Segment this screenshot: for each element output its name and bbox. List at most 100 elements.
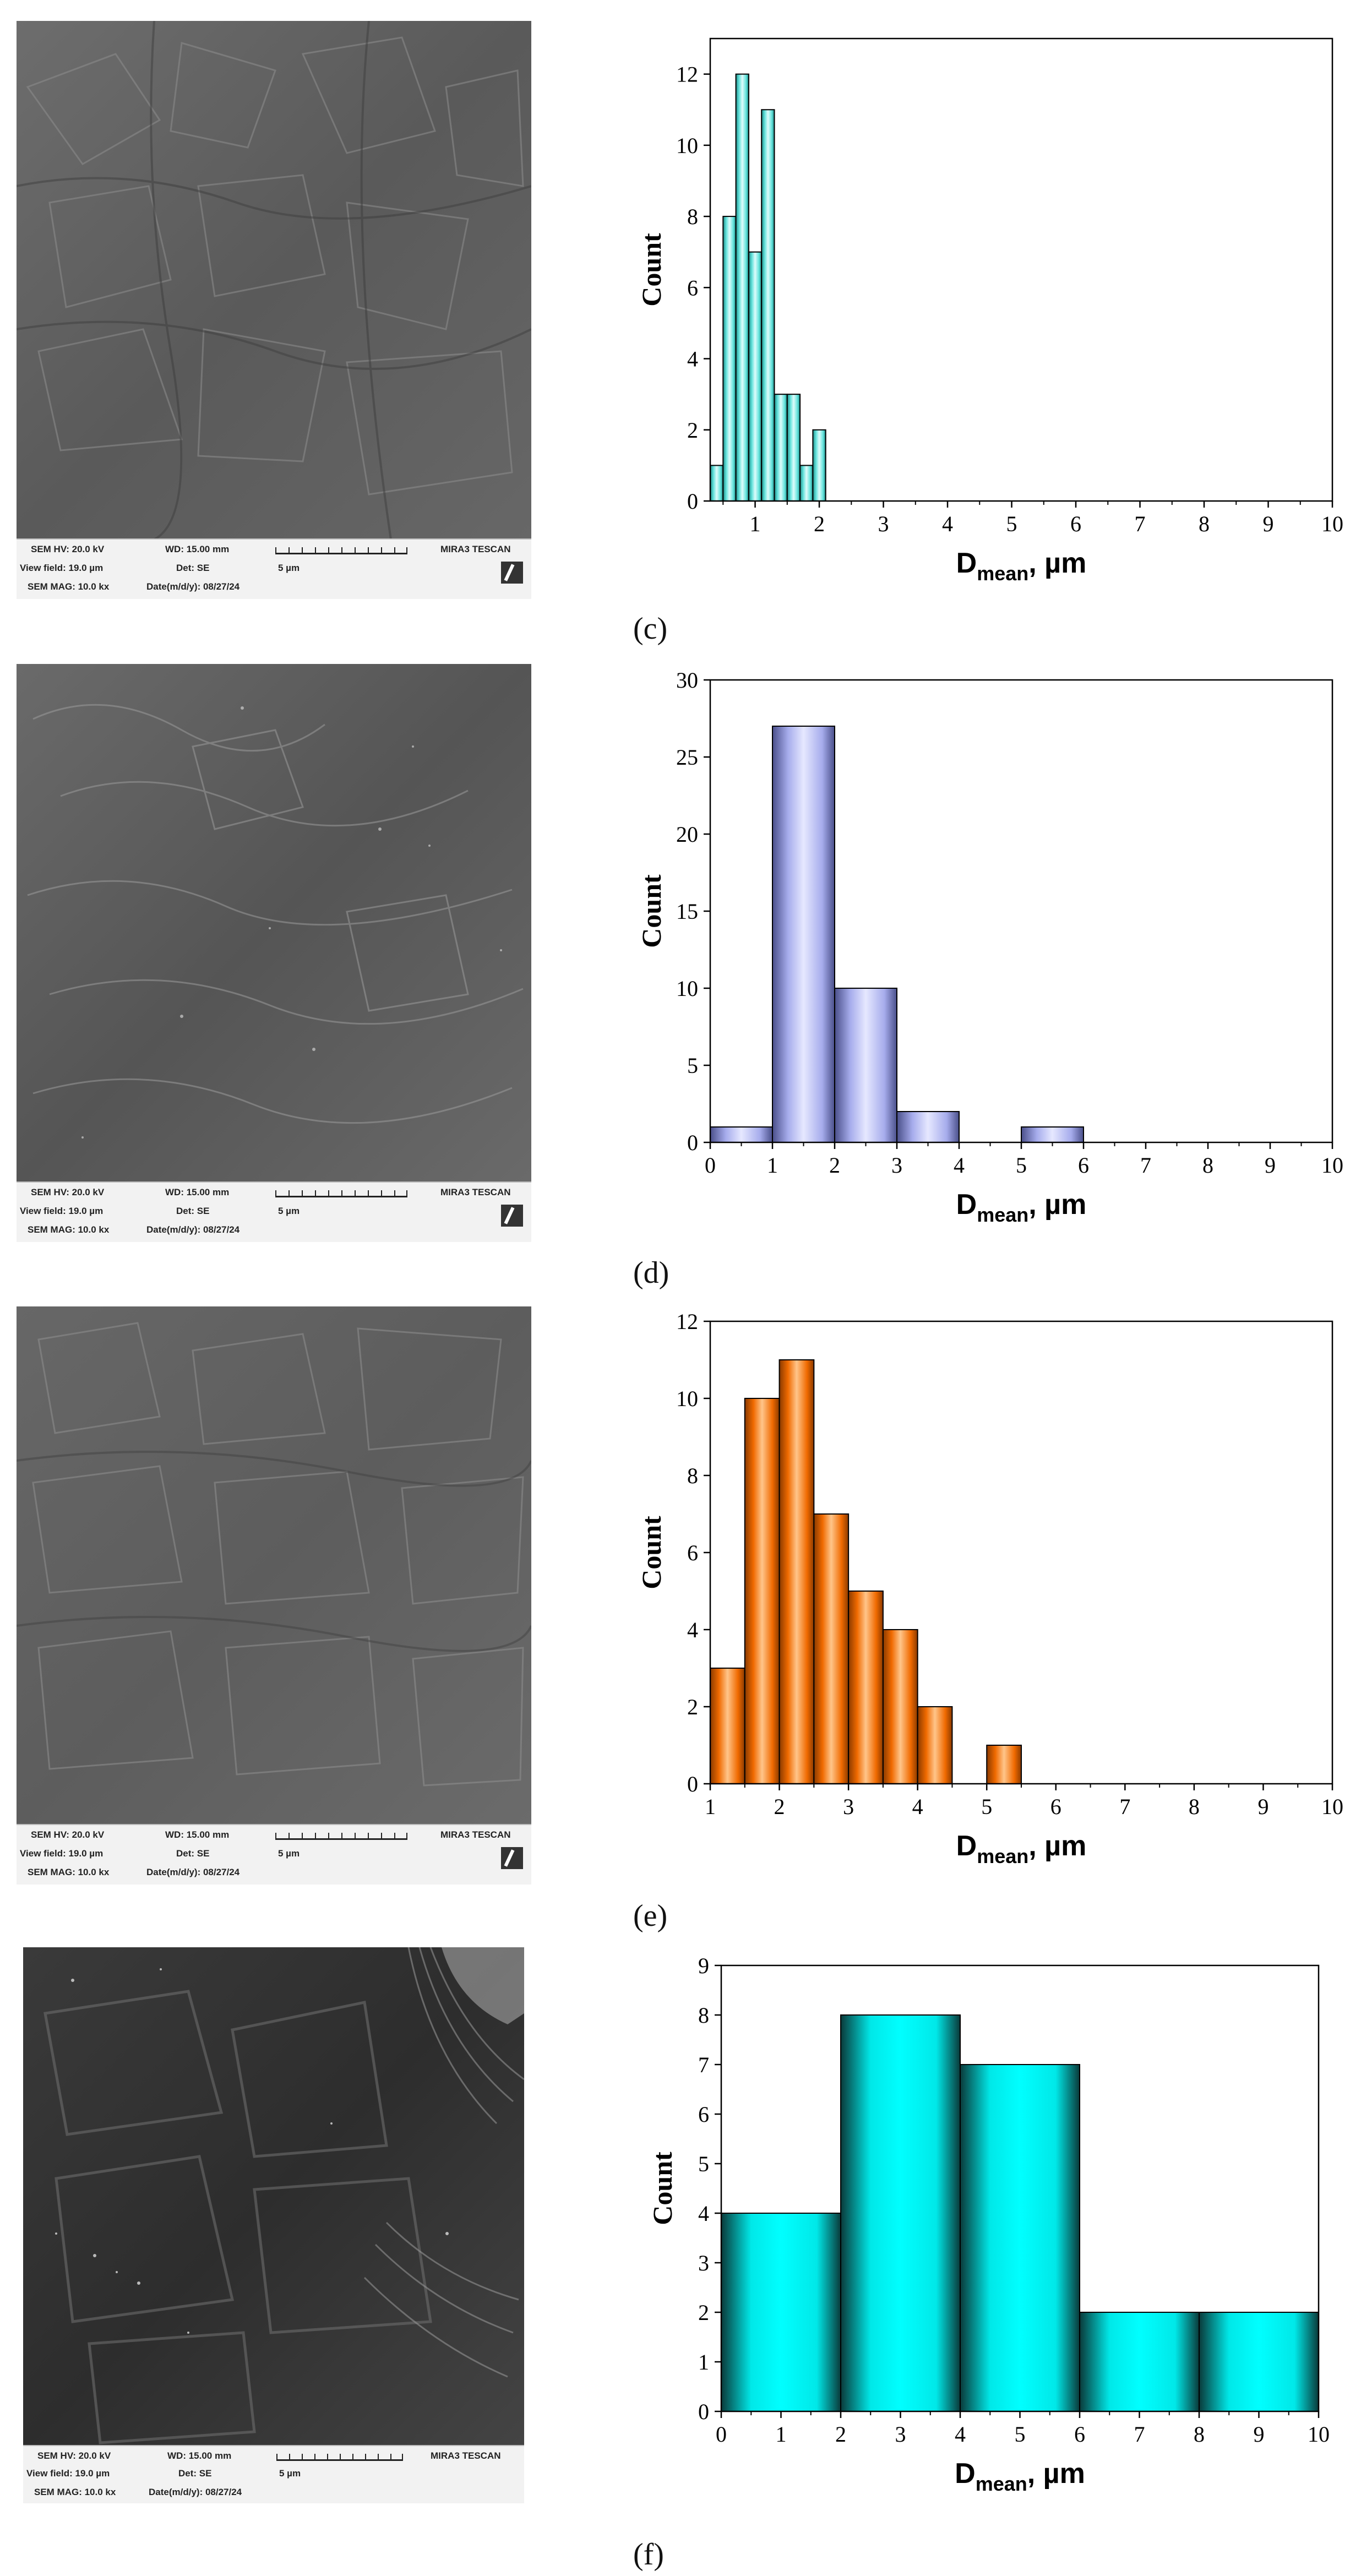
scale-bar — [275, 1828, 407, 1840]
x-tick-label: 7 — [1135, 511, 1146, 536]
x-axis-label: Dmean, µm — [955, 2458, 1085, 2495]
y-tick-label: 30 — [676, 668, 698, 693]
panel-caption: (f) — [633, 2537, 664, 2572]
x-tick-label: 9 — [1263, 511, 1274, 536]
y-axis-label: Count — [636, 233, 667, 307]
y-tick-label: 0 — [687, 1130, 698, 1155]
y-tick-label: 4 — [687, 347, 698, 372]
y-tick-label: 10 — [676, 976, 698, 1001]
y-tick-label: 8 — [698, 2003, 709, 2028]
histogram-bar — [834, 988, 897, 1143]
histogram-bar — [761, 109, 775, 502]
histogram-bar — [774, 394, 788, 502]
y-tick-label: 2 — [698, 2300, 709, 2325]
y-tick-label: 6 — [687, 1540, 698, 1565]
sem-date: Date(m/d/y): 08/27/24 — [146, 1224, 240, 1235]
x-tick-label: 8 — [1202, 1153, 1213, 1178]
histogram-bar — [799, 465, 814, 502]
x-tick-label: 4 — [942, 511, 953, 536]
y-tick-label: 5 — [687, 1053, 698, 1078]
histogram-bar — [786, 394, 801, 502]
sem-brand: MIRA3 TESCAN — [431, 2450, 501, 2461]
histogram-bar — [813, 1513, 850, 1784]
sem-scale-label: 5 µm — [278, 1206, 300, 1216]
sem-wd: WD: 15.00 mm — [165, 1829, 230, 1840]
tescan-logo-icon — [501, 562, 523, 584]
x-tick-label: 9 — [1265, 1153, 1276, 1178]
panel-caption: (c) — [633, 612, 668, 646]
sem-brand: MIRA3 TESCAN — [440, 544, 511, 554]
sem-mag: SEM MAG: 10.0 kx — [28, 581, 110, 592]
sem-mag: SEM MAG: 10.0 kx — [28, 1867, 110, 1877]
sem-info-bar: SEM HV: 20.0 kV WD: 15.00 mm MIRA3 TESCA… — [17, 538, 531, 599]
sem-scale-label: 5 µm — [278, 563, 300, 573]
sem-view-field: View field: 19.0 µm — [26, 2468, 110, 2479]
sem-detector: Det: SE — [176, 1206, 210, 1216]
sem-texture — [17, 664, 531, 1183]
sem-image: SEM HV: 20.0 kV WD: 15.00 mm MIRA3 TESCA… — [17, 1306, 531, 1885]
x-tick-label: 0 — [716, 2422, 727, 2447]
histogram-bar — [735, 73, 749, 502]
x-tick-label: 1 — [776, 2422, 787, 2447]
sem-texture — [17, 21, 531, 540]
sem-mag: SEM MAG: 10.0 kx — [28, 1224, 110, 1235]
y-tick-label: 1 — [698, 2350, 709, 2375]
y-tick-label: 0 — [687, 1772, 698, 1796]
histogram-bar — [882, 1629, 918, 1784]
x-tick-label: 5 — [981, 1794, 992, 1819]
x-tick-label: 10 — [1308, 2422, 1330, 2447]
sem-detector: Det: SE — [176, 1848, 210, 1859]
y-tick-label: 6 — [698, 2102, 709, 2127]
sem-hv: SEM HV: 20.0 kV — [31, 1829, 105, 1840]
sem-wd: WD: 15.00 mm — [167, 2450, 232, 2461]
sem-date: Date(m/d/y): 08/27/24 — [146, 581, 240, 592]
y-tick-label: 12 — [676, 1309, 698, 1334]
x-tick-label: 5 — [1015, 2422, 1026, 2447]
y-tick-label: 6 — [687, 275, 698, 300]
histogram-bar — [710, 1668, 745, 1784]
x-tick-label: 5 — [1016, 1153, 1027, 1178]
sem-view-field: View field: 19.0 µm — [20, 1848, 104, 1859]
panel-d: SEM HV: 20.0 kV WD: 15.00 mm MIRA3 TESCA… — [0, 644, 1361, 1290]
x-tick-label: 1 — [705, 1794, 716, 1819]
x-tick-label: 10 — [1321, 1794, 1343, 1819]
sem-hv: SEM HV: 20.0 kV — [31, 544, 105, 554]
x-tick-label: 8 — [1199, 511, 1210, 536]
sem-hv: SEM HV: 20.0 kV — [31, 1187, 105, 1197]
histogram-bar — [779, 1359, 815, 1784]
y-tick-label: 0 — [687, 489, 698, 514]
sem-info-bar: SEM HV: 20.0 kV WD: 15.00 mm MIRA3 TESCA… — [17, 1181, 531, 1242]
x-tick-label: 10 — [1321, 1153, 1343, 1178]
x-tick-label: 6 — [1074, 2422, 1085, 2447]
y-axis-label: Count — [636, 874, 667, 948]
tescan-logo-icon — [501, 1847, 523, 1869]
x-tick-label: 7 — [1119, 1794, 1130, 1819]
panel-c: SEM HV: 20.0 kV WD: 15.00 mm MIRA3 TESCA… — [0, 0, 1361, 646]
x-tick-label: 2 — [829, 1153, 840, 1178]
histogram-bar — [986, 1745, 1022, 1784]
x-tick-label: 8 — [1194, 2422, 1205, 2447]
y-tick-label: 10 — [676, 1386, 698, 1411]
histogram: 0 1 2 3 4 5 6 7 8 9 10 0 5 10 15 20 25 30 Dmean, µm Count — [636, 668, 1343, 1226]
x-tick-label: 7 — [1140, 1153, 1151, 1178]
y-tick-label: 4 — [698, 2201, 709, 2226]
sem-view-field: View field: 19.0 µm — [20, 563, 104, 573]
y-tick-label: 8 — [687, 204, 698, 229]
plot-frame — [709, 37, 1333, 502]
sem-date: Date(m/d/y): 08/27/24 — [149, 2487, 242, 2497]
sem-info-bar: SEM HV: 20.0 kV WD: 15.00 mm MIRA3 TESCA… — [17, 1824, 531, 1885]
histogram-bar — [721, 2213, 841, 2412]
sem-detector: Det: SE — [178, 2468, 212, 2479]
x-tick-label: 9 — [1257, 1794, 1269, 1819]
x-tick-label: 10 — [1321, 511, 1343, 536]
y-tick-label: 10 — [676, 133, 698, 158]
sem-scale-label: 5 µm — [278, 1848, 300, 1859]
y-tick-label: 3 — [698, 2251, 709, 2275]
x-tick-label: 3 — [891, 1153, 902, 1178]
x-tick-label: 0 — [705, 1153, 716, 1178]
sem-view-field: View field: 19.0 µm — [20, 1206, 104, 1216]
x-tick-label: 1 — [767, 1153, 778, 1178]
y-tick-label: 25 — [676, 745, 698, 770]
histogram-bar — [748, 251, 763, 502]
